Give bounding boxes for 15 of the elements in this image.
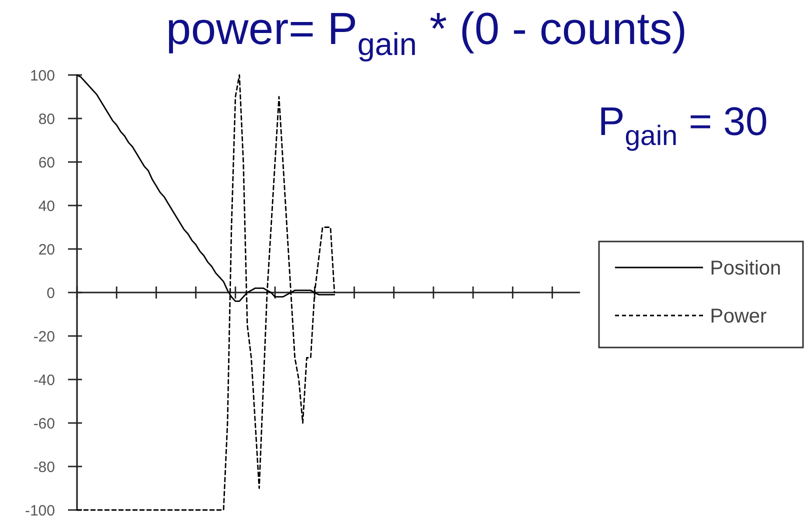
y-tick-label: 100	[30, 67, 55, 84]
y-tick-label: -60	[33, 415, 55, 432]
y-tick-label: -40	[33, 372, 55, 389]
legend-label: Power	[710, 306, 768, 328]
y-tick-label: -100	[24, 502, 55, 517]
chart-title: power= P$_{gain}$ * (0 - counts)	[166, 3, 688, 62]
y-tick-label: 80	[38, 110, 55, 128]
y-tick-label: 40	[38, 198, 55, 215]
y-tick-label: 0	[46, 284, 55, 302]
y-tick-label: -80	[33, 458, 55, 476]
text: P$_{gain}$ = 30	[598, 100, 768, 152]
y-tick-label: 20	[38, 241, 55, 258]
y-tick-label: 60	[38, 154, 55, 172]
legend-label: Position	[710, 258, 782, 280]
y-tick-label: -20	[33, 328, 55, 346]
